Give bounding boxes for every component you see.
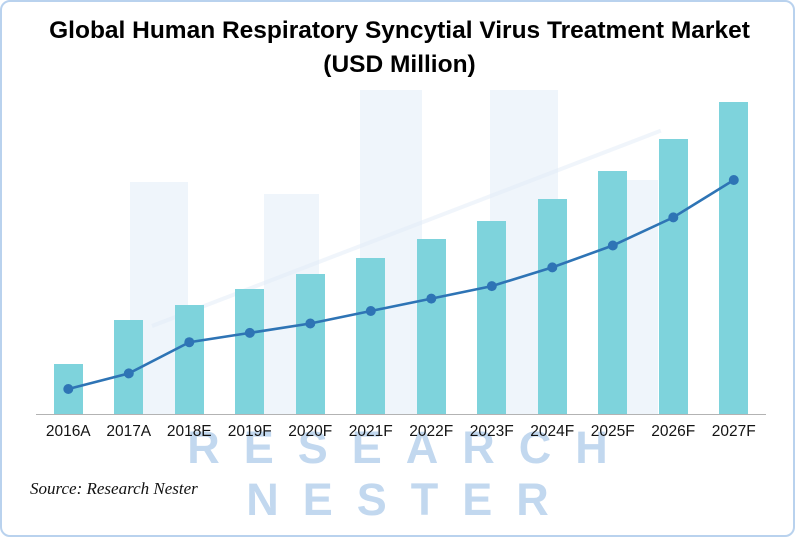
line-marker xyxy=(547,262,558,273)
x-tick-label: 2020F xyxy=(288,423,333,440)
line-marker xyxy=(123,368,134,379)
x-tick-label: 2026F xyxy=(651,423,696,440)
line-marker xyxy=(607,240,618,251)
bar-2027F xyxy=(719,102,749,414)
line-marker xyxy=(63,384,74,394)
x-tick-label: 2024F xyxy=(530,423,575,440)
line-marker xyxy=(426,293,437,304)
x-tick-label: 2025F xyxy=(590,423,635,440)
watermark-text-research: RESEARCH xyxy=(187,422,632,473)
bar-2026F xyxy=(658,139,688,414)
chart-title: Global Human Respiratory Syncytial Virus… xyxy=(49,17,750,78)
bar-2025F xyxy=(598,171,628,414)
line-marker xyxy=(305,318,316,329)
bar-2019F xyxy=(235,289,265,414)
bar-2020F xyxy=(295,274,325,414)
line-series-svg xyxy=(63,175,739,394)
x-tick-label: 2022F xyxy=(409,423,454,440)
source-caption: Source: Research Nester xyxy=(30,479,198,498)
x-tick-label: 2016A xyxy=(45,423,91,440)
line-marker xyxy=(668,212,679,223)
bar-2021F xyxy=(356,258,386,414)
bar-2024F xyxy=(537,199,567,414)
bar-2022F xyxy=(416,239,446,414)
x-tick-label: 2027F xyxy=(711,423,756,440)
plot-area xyxy=(38,102,764,414)
x-tick-label: 2023F xyxy=(469,423,514,440)
line-marker xyxy=(728,175,739,185)
bar-2023F xyxy=(477,221,507,414)
line-marker xyxy=(486,281,497,292)
bar-2018E xyxy=(174,305,204,414)
x-axis xyxy=(36,414,766,415)
x-tick-label: 2019F xyxy=(227,423,272,440)
x-axis-labels: 2016A 2017A 2018E 2019F 2020F 2021F 2022F 2023F… xyxy=(38,423,764,441)
x-tick-label: 2018E xyxy=(166,423,212,440)
watermark-text-nester: NESTER xyxy=(246,474,573,525)
line-marker xyxy=(184,337,195,348)
x-tick-label: 2017A xyxy=(106,423,152,440)
line-marker xyxy=(244,327,255,338)
x-tick-label: 2021F xyxy=(348,423,393,440)
line-marker xyxy=(365,306,376,316)
